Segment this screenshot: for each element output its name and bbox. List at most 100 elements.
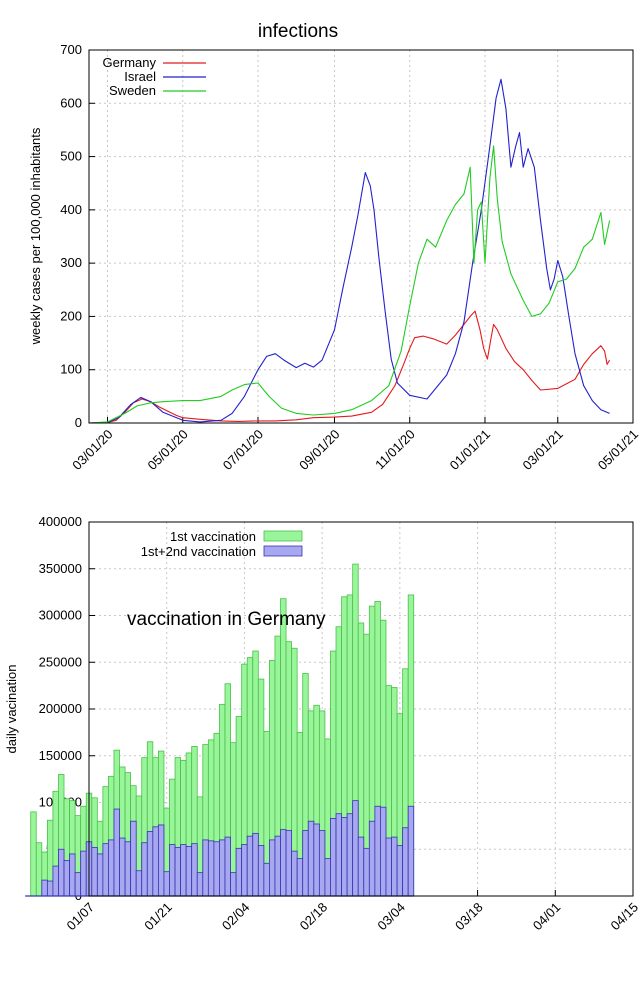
bar-second-vaccination [191, 843, 198, 897]
legend-swatch-second-vaccination [263, 545, 303, 557]
infections-grid [89, 50, 633, 423]
x-tick-label: 03/18 [452, 900, 486, 934]
bar-second-vaccination [196, 872, 204, 897]
infections-x-ticks: 03/01/20 05/01/20 07/01/20 09/01/20 11/01/20… [69, 417, 640, 473]
y-tick-label: 400 [60, 202, 82, 217]
bar-second-vaccination [346, 813, 354, 897]
bar-second-vaccination [157, 824, 165, 897]
bar-second-vaccination [130, 820, 137, 897]
bar-first-vaccination [35, 842, 43, 897]
bar-second-vaccination [291, 850, 298, 897]
x-tick-label: 09/01/20 [296, 427, 342, 473]
y-tick-label: 100 [60, 362, 82, 377]
x-tick-label: 03/01/20 [69, 427, 115, 473]
bar-second-vaccination [207, 840, 215, 897]
infections-plot-frame [88, 49, 634, 424]
y-tick-label: 200 [60, 308, 82, 323]
bar-second-vaccination [363, 847, 370, 897]
bar-second-vaccination [374, 805, 381, 897]
bar-second-vaccination [124, 841, 132, 897]
bar-second-vaccination [69, 853, 76, 897]
bar-second-vaccination [224, 836, 231, 897]
x-tick-label: 04/15 [608, 900, 640, 934]
vaccination-bars [25, 563, 415, 897]
bar-second-vaccination [46, 880, 54, 897]
bar-second-vaccination [169, 844, 176, 897]
x-tick-label: 02/04 [219, 900, 253, 934]
bar-second-vaccination [163, 871, 170, 897]
bar-second-vaccination [391, 836, 398, 897]
legend-label-first-vaccination: 1st vaccination [170, 529, 256, 544]
legend-swatch-first-vaccination [263, 530, 303, 542]
legend-label-sweden: Sweden [109, 83, 156, 98]
vaccination-y-axis-label: daily vacination [4, 665, 19, 754]
y-tick-label: 300 [60, 255, 82, 270]
x-tick-label: 05/01/20 [144, 427, 190, 473]
bar-second-vaccination [108, 839, 115, 897]
bar-second-vaccination [91, 846, 98, 897]
infections-chart: infections 0 100 200 300 400 500 600 700 03/01/… [28, 21, 640, 473]
x-tick-label: 01/07 [64, 900, 98, 934]
series-line-sweden [88, 145, 611, 424]
bar-second-vaccination [113, 808, 120, 897]
bar-second-vaccination [213, 841, 220, 897]
bar-second-vaccination [307, 820, 315, 897]
y-tick-label: 500 [60, 149, 82, 164]
x-tick-label: 11/01/20 [372, 427, 418, 473]
legend-label-israel: Israel [124, 69, 156, 84]
bar-second-vaccination [80, 850, 87, 897]
bar-second-vaccination [335, 813, 342, 897]
bar-second-vaccination [58, 848, 65, 897]
legend-label-germany: Germany [103, 55, 157, 70]
infections-y-axis-label: weekly cases per 100,000 inhabitants [28, 127, 43, 345]
bar-second-vaccination [357, 836, 365, 897]
bar-second-vaccination [135, 870, 143, 897]
infections-series [88, 78, 611, 424]
legend-label-second-vaccination: 1st+2nd vaccination [141, 544, 256, 559]
x-tick-label: 03/01/21 [519, 427, 565, 473]
bar-second-vaccination [235, 847, 243, 897]
y-tick-label: 250000 [39, 654, 82, 669]
bar-second-vaccination [341, 817, 348, 897]
bar-second-vaccination [324, 858, 331, 897]
y-tick-label: 0 [75, 415, 82, 430]
x-tick-label: 01/01/21 [447, 427, 493, 473]
y-tick-label: 400000 [39, 514, 82, 529]
bar-second-vaccination [96, 853, 104, 897]
bar-second-vaccination [318, 830, 326, 897]
bar-second-vaccination [380, 806, 387, 897]
bar-second-vaccination [296, 858, 304, 897]
bar-second-vaccination [285, 830, 293, 897]
infections-title: infections [258, 21, 338, 42]
bar-second-vaccination [219, 839, 226, 897]
y-tick-label: 150000 [39, 748, 82, 763]
x-tick-label: 07/01/20 [220, 427, 266, 473]
bar-second-vaccination [407, 805, 415, 897]
bar-second-vaccination [385, 837, 392, 897]
y-tick-label: 350000 [39, 561, 82, 576]
y-tick-label: 700 [60, 42, 82, 57]
vaccination-chart: 0500001000001500002000002500003000003500… [4, 514, 640, 933]
bar-second-vaccination [63, 860, 70, 897]
series-line-israel [88, 78, 610, 424]
bar-second-vaccination [185, 846, 193, 897]
bar-second-vaccination [141, 842, 148, 897]
bar-second-vaccination [252, 832, 259, 897]
bar-second-vaccination [241, 844, 248, 897]
bar-second-vaccination [313, 823, 320, 897]
bar-second-vaccination [274, 835, 281, 897]
bar-second-vaccination [52, 865, 59, 897]
infections-y-ticks: 0 100 200 300 400 500 600 700 [60, 42, 95, 430]
bar-second-vaccination [230, 872, 237, 897]
bar-second-vaccination [257, 845, 265, 897]
bar-second-vaccination [302, 830, 309, 897]
x-tick-label: 05/01/21 [595, 427, 640, 473]
bar-second-vaccination [180, 844, 187, 897]
bar-second-vaccination [368, 820, 376, 897]
bar-second-vaccination [269, 839, 276, 897]
bar-second-vaccination [263, 862, 270, 897]
series-line-germany [88, 310, 611, 424]
bar-second-vaccination [280, 829, 287, 897]
bar-first-vaccination [30, 811, 37, 897]
